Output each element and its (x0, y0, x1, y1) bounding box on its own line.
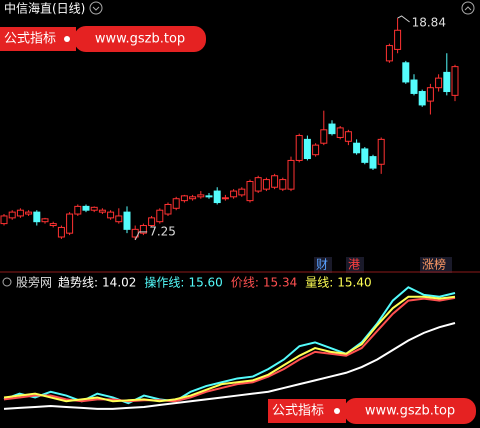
legend-name: 趋势线: (58, 276, 98, 290)
promo-url: www.gszb.top (95, 32, 185, 47)
candle-body (394, 29, 402, 50)
high-marker (397, 15, 410, 23)
candle-body (8, 211, 16, 219)
promo-url-bg (74, 26, 206, 52)
candle-body (435, 77, 443, 89)
candle-body (180, 195, 188, 202)
candle-body (98, 209, 106, 213)
candle-body (148, 217, 156, 227)
candle-body (213, 190, 221, 204)
collapse-arrow (464, 6, 472, 11)
candle-body (123, 211, 131, 230)
candle-body (361, 148, 369, 163)
candle-body (25, 211, 33, 215)
candle-body (16, 209, 24, 217)
legend-value: 15.34 (263, 276, 297, 290)
candle-body (189, 196, 197, 200)
event-badge-bg (314, 257, 332, 273)
candle-body (312, 144, 320, 156)
promo-badge: 公式指标 (4, 32, 56, 47)
candle-body (303, 138, 311, 160)
indicator-line (3, 296, 456, 403)
candle-body (221, 197, 229, 200)
candle-body (41, 218, 49, 223)
event-badge: 涨榜 (422, 257, 446, 272)
stock-title: 中信海直(日线) (4, 1, 85, 16)
event-badge: 港 (348, 258, 360, 272)
candle-body (353, 142, 361, 154)
legend-value: 15.40 (337, 276, 371, 290)
candle-body (295, 135, 303, 161)
candle-body (443, 71, 451, 93)
indicator-line (3, 295, 456, 403)
low-label: 7.25 (149, 224, 176, 238)
candle-body (172, 198, 180, 209)
legend-value: 14.02 (102, 276, 136, 290)
promo-top[interactable]: 公式指标 www.gszb.top (0, 26, 206, 52)
candle-body (66, 213, 74, 234)
promo-dot (64, 36, 70, 42)
candle-body (254, 177, 262, 192)
candle-body (402, 62, 410, 83)
indicator-title: 股旁网 (16, 275, 52, 290)
candle-body (410, 79, 418, 94)
legend-value: 15.60 (188, 276, 222, 290)
high-label: 18.84 (412, 16, 446, 30)
dropdown-arrow (92, 6, 100, 11)
promo-url: www.gszb.top (365, 404, 455, 419)
candle-body (230, 190, 238, 198)
candle-body (287, 159, 295, 190)
candle-body (336, 127, 344, 138)
candle-body (90, 206, 98, 211)
candle-body (271, 175, 279, 188)
candle-body (385, 45, 393, 62)
candle-body (107, 211, 115, 219)
candle-body (279, 179, 287, 190)
event-badge-bg (346, 257, 364, 273)
dropdown-icon[interactable] (89, 1, 103, 15)
candle-body (262, 179, 270, 190)
candle-body (115, 215, 123, 223)
candle-body (320, 129, 328, 144)
candle-body (426, 87, 434, 102)
candle-body (369, 156, 377, 169)
candle-body (57, 226, 65, 238)
candle-body (344, 131, 352, 142)
legend-name: 操作线: (144, 275, 184, 290)
promo-badge-bg (0, 27, 76, 51)
candle-body (328, 123, 336, 135)
promo-badge: 公式指标 (272, 404, 324, 419)
indicator-line (3, 322, 456, 410)
promo-badge-bg (268, 399, 346, 423)
event-badge-bg (420, 257, 452, 273)
event-badge: 财 (316, 258, 328, 272)
candle-body (451, 66, 459, 96)
promo-url-bg (344, 398, 476, 424)
candle-body (197, 194, 205, 198)
candle-body (82, 205, 90, 211)
collapse-icon[interactable] (461, 1, 475, 15)
candle-body (246, 180, 254, 202)
candle-body (377, 138, 385, 165)
candle-body (0, 215, 8, 225)
legend-name: 量线: (305, 276, 333, 290)
candle-body (238, 188, 246, 196)
candle-body (33, 211, 41, 223)
legend-name: 价线: (231, 276, 259, 290)
candle-body (156, 209, 164, 223)
indicator-icon[interactable] (2, 277, 12, 287)
candle-body (74, 205, 82, 215)
low-marker (134, 231, 148, 241)
promo-dot (334, 408, 340, 414)
candle-body (49, 223, 57, 227)
candle-body (139, 225, 147, 234)
promo-bottom[interactable]: 公式指标 www.gszb.top (268, 398, 476, 424)
candle-body (205, 195, 213, 198)
candle-body (164, 203, 172, 215)
candle-body (418, 91, 426, 106)
